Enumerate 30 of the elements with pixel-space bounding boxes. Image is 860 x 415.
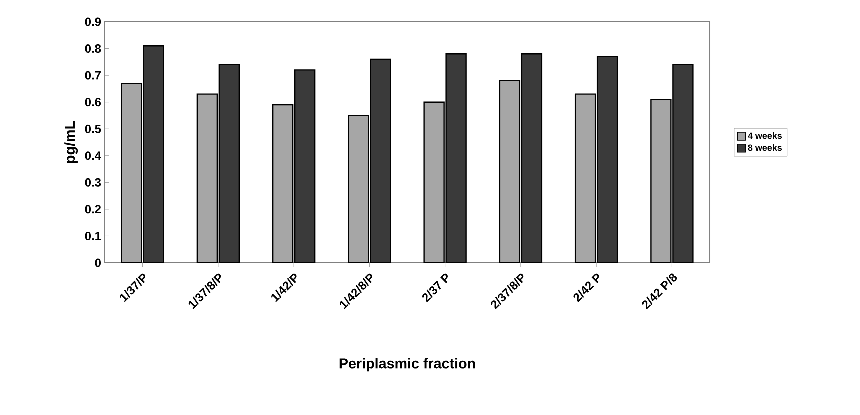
bar	[348, 115, 370, 263]
bar	[294, 70, 316, 263]
bar	[521, 54, 543, 263]
y-tick-label: 0.1	[85, 232, 102, 240]
bar	[574, 94, 596, 263]
bar	[424, 102, 445, 263]
y-tick-label: 0.9	[85, 18, 102, 26]
bar	[596, 56, 618, 263]
y-axis-title: pg/mL	[64, 121, 78, 164]
bar	[446, 54, 467, 263]
y-tick-label: 0.2	[85, 205, 102, 214]
y-tick-label: 0.7	[85, 71, 101, 80]
bar	[143, 46, 164, 263]
bar	[499, 80, 521, 263]
bar	[370, 58, 392, 263]
bar	[218, 64, 240, 263]
bar	[650, 99, 672, 263]
bar	[121, 82, 142, 263]
bar	[672, 64, 694, 263]
y-tick-label: 0	[95, 258, 101, 268]
bar	[196, 94, 218, 263]
y-tick-label: 0.3	[85, 178, 102, 187]
y-tick-label: 0.8	[85, 44, 102, 54]
y-tick-label: 0.4	[85, 152, 102, 160]
x-axis-title: Periplasmic fraction	[340, 358, 476, 372]
legend-label: 4 weeks	[748, 132, 782, 140]
bar	[272, 104, 294, 263]
legend-label: 8 weeks	[748, 144, 782, 152]
y-tick-label: 0.5	[85, 124, 102, 134]
y-tick-label: 0.6	[85, 98, 102, 107]
